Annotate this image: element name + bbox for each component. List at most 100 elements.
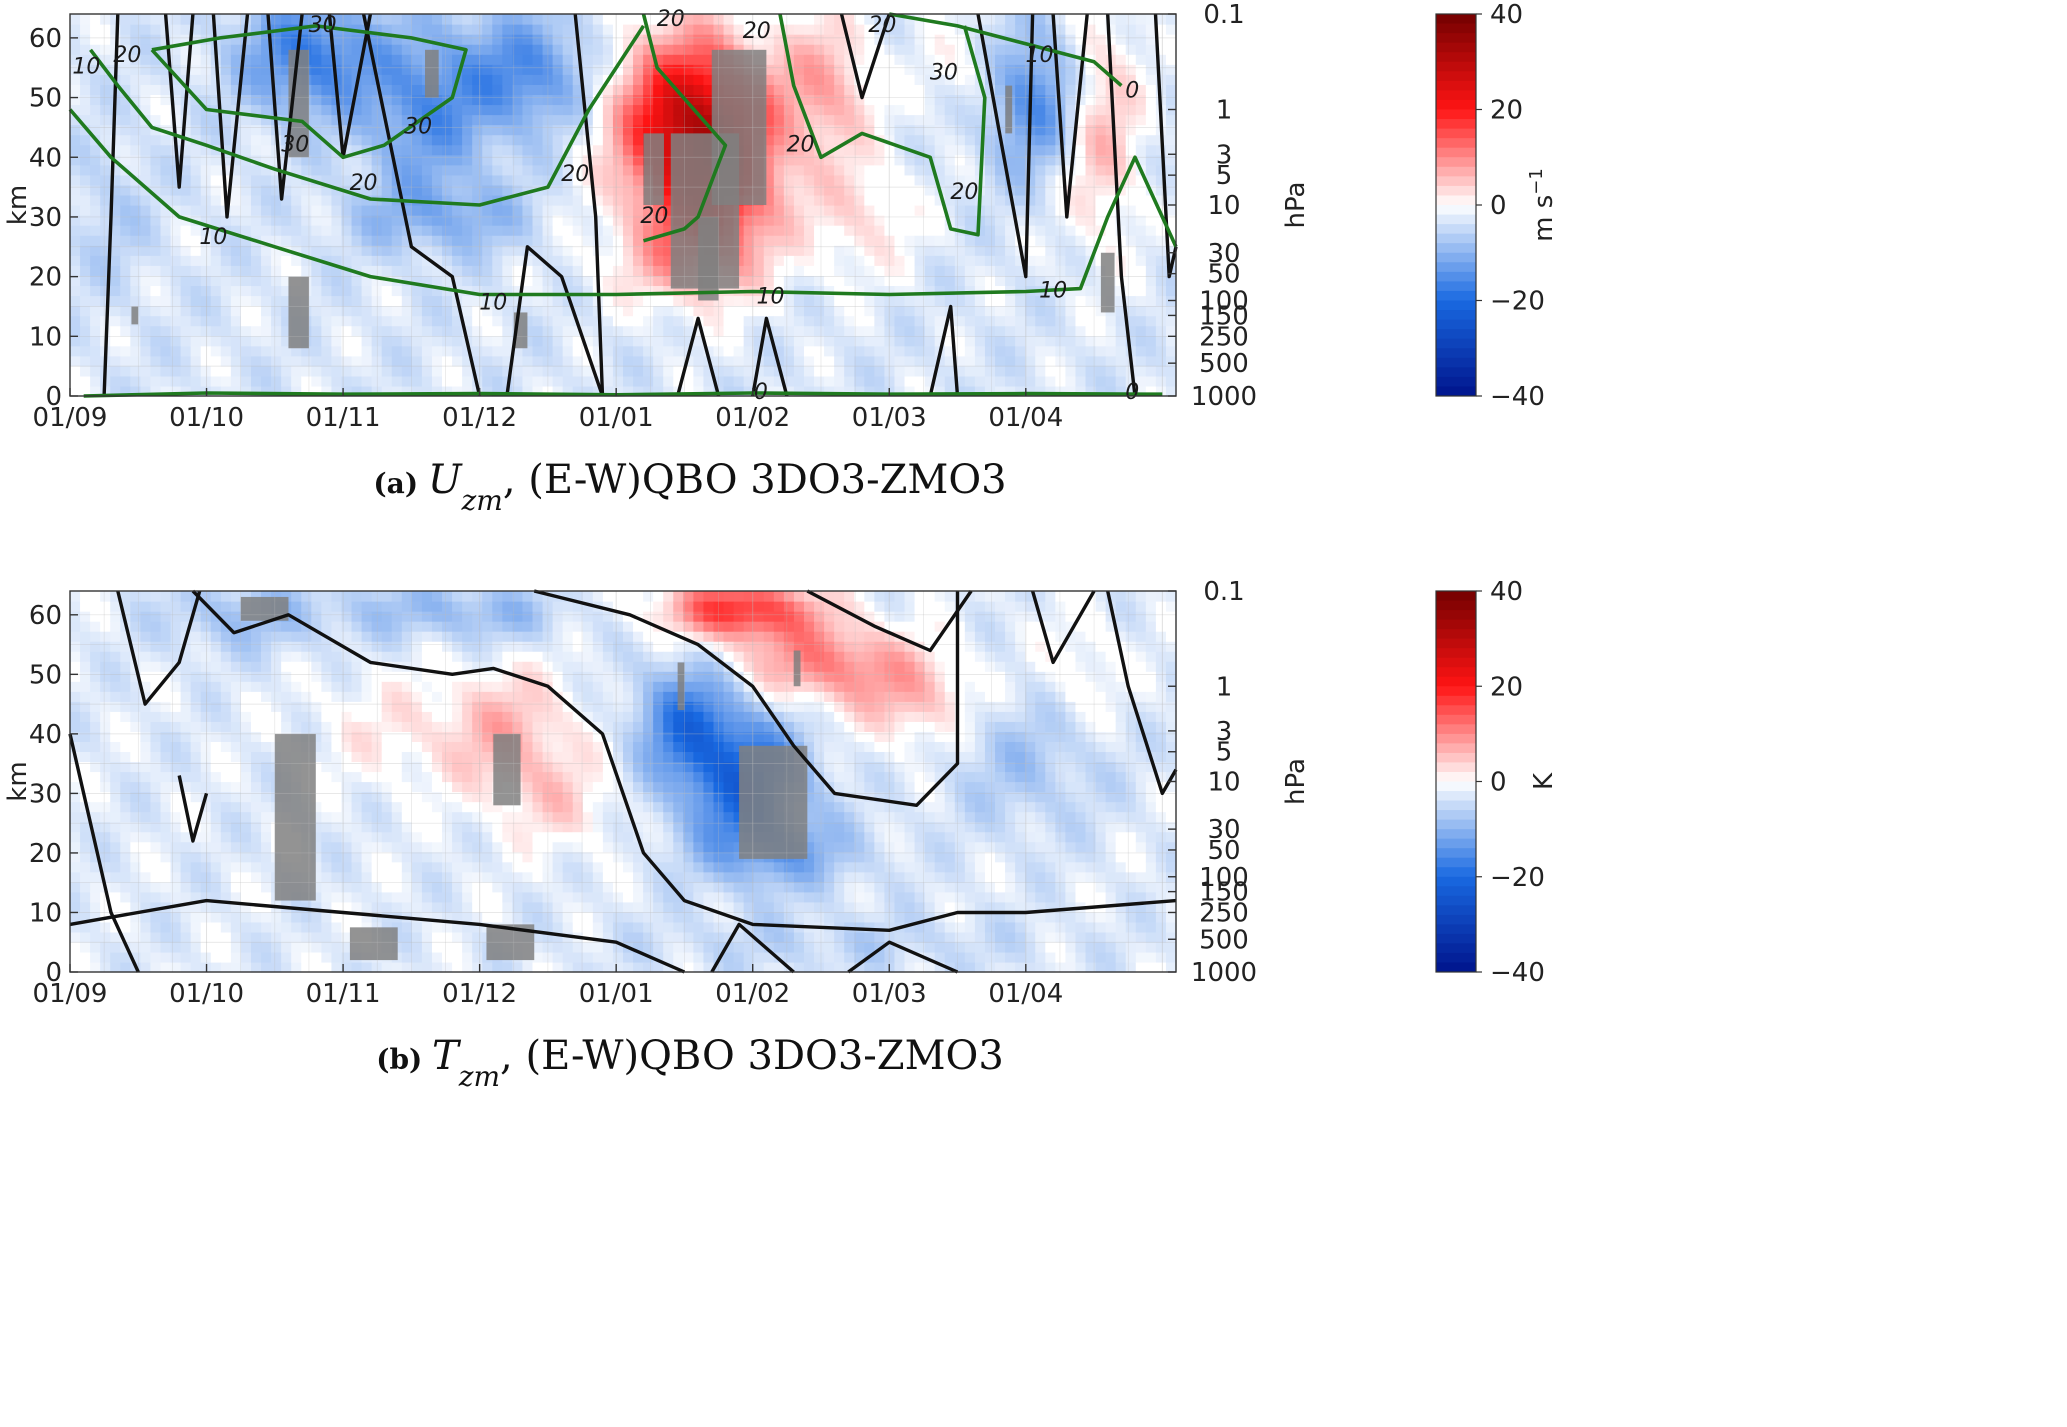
x-tick-label: 01/12: [442, 979, 517, 1009]
zero-contour: [806, 589, 973, 653]
contour-label-green: 10: [1039, 279, 1067, 304]
x-tick-label: 01/03: [852, 979, 927, 1009]
y-tick-label: 20: [29, 839, 62, 869]
wind-contour: [68, 108, 1178, 297]
contour-label-green: 30: [281, 132, 309, 157]
zero-contour: [533, 589, 960, 807]
x-tick-label: 01/04: [988, 403, 1063, 433]
contour-label-green: 20: [743, 19, 771, 44]
x-tick-label: 01/10: [169, 979, 244, 1009]
zero-contour: [675, 316, 721, 397]
contour-label-green: 20: [787, 132, 815, 157]
zero-contour: [1051, 13, 1089, 219]
y-tick-label: 30: [29, 203, 62, 233]
zero-contour: [1030, 590, 1096, 665]
contour-label-green: 20: [657, 7, 685, 32]
colorbar-tick-label: 40: [1490, 0, 1523, 30]
significance-patch: [643, 133, 664, 205]
y-tick-label: 20: [29, 263, 62, 293]
contour-label-green: 20: [640, 204, 668, 229]
pressure-tick-label: 50: [1207, 836, 1240, 866]
y-tick-label: 0: [45, 382, 62, 412]
pressure-tick-label: 100: [1199, 287, 1249, 317]
zero-contour: [177, 775, 209, 843]
contour-label-green: 20: [113, 43, 141, 68]
pressure-tick-label: 3: [1216, 717, 1233, 747]
colorbar-tick-label: −40: [1490, 958, 1545, 988]
contour-label-green: 10: [479, 290, 507, 315]
contour-label-green: 30: [930, 61, 958, 86]
pressure-tick-label: 500: [1199, 925, 1249, 955]
zero-contour: [839, 13, 891, 100]
x-tick-label: 01/02: [715, 979, 790, 1009]
colorbar-label: m s−1: [1526, 168, 1560, 242]
pressure-tick-label: 150: [1199, 878, 1249, 908]
zero-contour: [266, 13, 304, 201]
contour-label-green: 30: [309, 13, 337, 38]
contour-label-green: 20: [868, 13, 896, 38]
pressure-tick-label: 3: [1216, 140, 1233, 170]
x-tick-label: 01/01: [579, 403, 654, 433]
wind-contour: [778, 13, 987, 237]
significance-patch: [793, 650, 801, 687]
x-tick-label: 01/04: [988, 979, 1063, 1009]
zero-contour: [751, 316, 789, 397]
significance-patch: [349, 927, 398, 961]
pressure-tick-label: 150: [1199, 301, 1249, 331]
wind-contour: [150, 24, 468, 160]
x-tick-label: 01/11: [306, 403, 381, 433]
colorbar-tick-label: 20: [1490, 96, 1523, 126]
zero-contour: [1106, 13, 1137, 397]
significance-patch: [240, 596, 289, 621]
contour-label-black: 0: [754, 380, 768, 405]
colorbar-tick-label: −40: [1490, 382, 1545, 412]
colorbar-tick-label: −20: [1490, 287, 1545, 317]
zero-contour: [1153, 13, 1178, 279]
panel-b: 01/09 01/10 01/11 01/12 01/01 01/02 01/03 01/04…: [3, 577, 1559, 1093]
wind-contour: [641, 13, 728, 243]
zero-contour: [505, 245, 605, 397]
heatmap-cells: [70, 14, 1177, 397]
wind-contour: [89, 24, 646, 207]
pressure-tick-label: 5: [1216, 738, 1233, 768]
colorbar-tick-label: 20: [1490, 672, 1523, 702]
pressure-tick-label: 30: [1207, 239, 1240, 269]
contour-label-black: 0: [1125, 380, 1139, 405]
colorbar-tick-label: 0: [1490, 768, 1507, 798]
x-tick-label: 01/09: [33, 979, 108, 1009]
zero-contour: [710, 922, 795, 974]
zero-contour: [847, 940, 959, 974]
pressure-tick-label: 0.1: [1203, 0, 1244, 30]
x-tick-label: 01/10: [169, 403, 244, 433]
significance-patch: [1100, 252, 1115, 313]
pressure-tick-label: 250: [1199, 322, 1249, 352]
pressure-tick-label: 1000: [1191, 958, 1257, 988]
pressure-tick-label: 250: [1199, 898, 1249, 928]
colorbar: 40 20 0 −20 −40 K: [1435, 577, 1559, 988]
significance-patch: [739, 745, 808, 859]
y-tick-label: 0: [45, 958, 62, 988]
significance-patch: [677, 662, 685, 711]
zero-contour: [976, 13, 1035, 279]
y-tick-label: 40: [29, 143, 62, 173]
significance-patch: [131, 306, 139, 325]
significance-patch: [493, 733, 521, 806]
contour-label-green: 20: [350, 171, 378, 196]
colorbar-tick-label: 0: [1490, 191, 1507, 221]
y-tick-label: 50: [29, 84, 62, 114]
pressure-tick-label: 1000: [1191, 382, 1257, 412]
contour-label-green: 10: [1025, 43, 1053, 68]
pressure-tick-label: 50: [1207, 260, 1240, 290]
y-tick-label: 40: [29, 720, 62, 750]
pressure-tick-label: 30: [1207, 815, 1240, 845]
zero-contour: [211, 13, 250, 219]
y-tick-label: 30: [29, 779, 62, 809]
x-tick-label: 01/02: [715, 403, 790, 433]
pressure-tick-label: 0.1: [1203, 577, 1244, 607]
x-tick-label: 01/01: [579, 979, 654, 1009]
y-axis-label-right: hPa: [1281, 758, 1311, 805]
contour-label-black: 0: [1125, 79, 1139, 104]
zero-contour: [69, 898, 686, 974]
contour-label-green: 20: [561, 162, 589, 187]
